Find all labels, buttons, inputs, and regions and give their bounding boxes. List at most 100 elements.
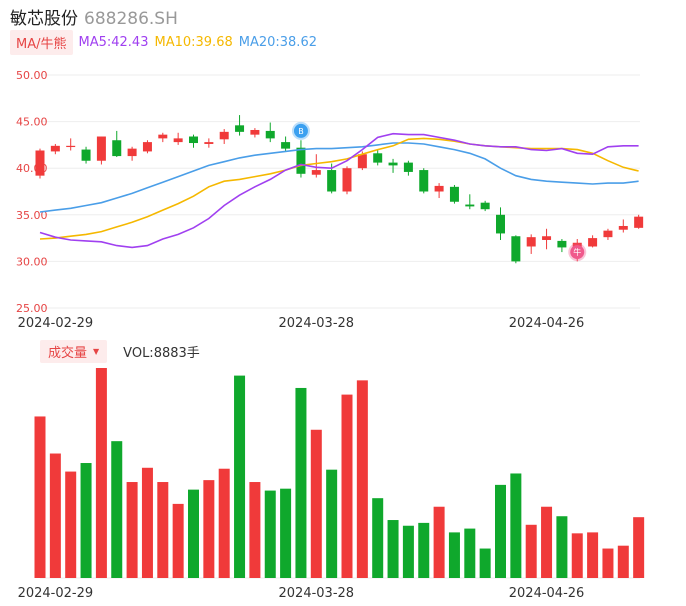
volume-toggle-button[interactable]: 成交量 ▼ [40, 339, 108, 363]
candle-body [618, 225, 628, 230]
volume-bar [126, 482, 138, 578]
candle-body [403, 162, 413, 172]
candle-body [634, 216, 644, 228]
candle-body [112, 140, 122, 157]
x-tick-label: 2024-02-29 [18, 316, 94, 331]
ma20-line [39, 142, 639, 213]
candle-body [357, 154, 367, 169]
candle-body [496, 214, 505, 234]
candle-body [204, 142, 214, 144]
buy-signal-marker-circle [291, 121, 310, 140]
x-tick-label: 2024-04-26 [509, 316, 585, 331]
x-tick-label: 2024-04-26 [509, 586, 585, 601]
volume-bar [295, 387, 307, 578]
ma5-line [39, 132, 639, 249]
bull-signal-marker-label: 牛 [573, 247, 581, 257]
candle-body [511, 236, 521, 262]
volume-bar [34, 416, 46, 578]
volume-bar [525, 524, 537, 578]
volume-bar [356, 380, 368, 578]
candle-body [526, 237, 536, 247]
buy-signal-marker[interactable]: B [291, 121, 310, 140]
volume-bar [141, 467, 153, 578]
volume-bar [418, 522, 430, 578]
volume-bar [372, 498, 384, 578]
y-tick-label: 35.00 [16, 209, 48, 222]
volume-toggle-label: 成交量 [48, 345, 88, 361]
candle-body [158, 134, 168, 139]
volume-bar [172, 503, 184, 578]
y-tick-label: 50.00 [16, 69, 48, 82]
volume-bar [633, 517, 645, 578]
volume-bar [80, 463, 92, 578]
stock-header: 敏芯股份 688286.SH [10, 4, 178, 29]
volume-bar [249, 482, 261, 578]
volume-bar [402, 525, 414, 578]
candle-body [588, 238, 598, 247]
volume-bar [495, 484, 506, 578]
bull-signal-marker[interactable]: 牛 [568, 243, 587, 262]
candle-body [342, 168, 352, 192]
candle-body [311, 170, 321, 175]
volume-bar [510, 473, 522, 578]
candle-body [50, 145, 60, 152]
stock-code: 688286.SH [84, 9, 178, 29]
volume-bar [264, 490, 276, 578]
y-tick-label: 45.00 [16, 116, 48, 129]
volume-bar [49, 453, 61, 578]
candle-body [281, 142, 291, 149]
candle-body [449, 186, 459, 202]
volume-bar [157, 482, 169, 578]
candle-body [327, 170, 337, 192]
candle-body [142, 142, 152, 152]
volume-bar [479, 548, 491, 578]
volume-bar [464, 528, 476, 578]
x-tick-label: 2024-03-28 [279, 316, 355, 331]
bull-signal-marker-circle [568, 243, 587, 262]
volume-bar [203, 480, 215, 578]
volume-bar [310, 429, 322, 578]
volume-value-label: VOL:8883手 [123, 345, 200, 361]
y-tick-label: 30.00 [16, 255, 48, 268]
y-tick-label: 25.00 [16, 302, 48, 315]
caret-down-icon: ▼ [93, 346, 100, 356]
volume-bar [65, 471, 77, 578]
candle-body [189, 136, 198, 144]
stock-name: 敏芯股份 [10, 9, 78, 29]
volume-bar [95, 368, 107, 578]
volume-bar [587, 532, 599, 578]
ma5-label: MA5:42.43 [78, 34, 149, 50]
volume-bar [234, 375, 246, 578]
volume-legend: 成交量 ▼ VOL:8883手 [40, 339, 200, 363]
candle-body [419, 170, 429, 192]
candle-body [81, 149, 91, 161]
candle-body [373, 153, 383, 163]
candle-body [388, 162, 398, 166]
candle-body [173, 138, 183, 143]
candle-body [250, 129, 260, 135]
ma20-label: MA20:38.62 [238, 34, 317, 50]
candle-body [480, 202, 490, 210]
candle-body [66, 145, 76, 148]
ma10-label: MA10:39.68 [154, 34, 233, 50]
volume-bar [341, 394, 353, 578]
candle-body [296, 147, 306, 174]
x-tick-label: 2024-02-29 [18, 586, 94, 601]
ma10-line [39, 137, 639, 240]
candle-body [434, 185, 444, 192]
candle-body [35, 150, 45, 176]
volume-bar [188, 489, 199, 578]
volume-bar [280, 488, 292, 578]
volume-bar [111, 441, 123, 578]
volume-bar [433, 506, 445, 578]
ma-toggle-button[interactable]: MA/牛熊 [10, 29, 73, 55]
volume-bar [617, 545, 629, 578]
volume-bar [448, 532, 460, 578]
candle-body [465, 204, 475, 207]
candle-body [219, 131, 229, 140]
candle-body [96, 136, 106, 161]
candle-body [265, 130, 275, 139]
candle-body [235, 125, 245, 132]
candle-body [603, 230, 613, 238]
